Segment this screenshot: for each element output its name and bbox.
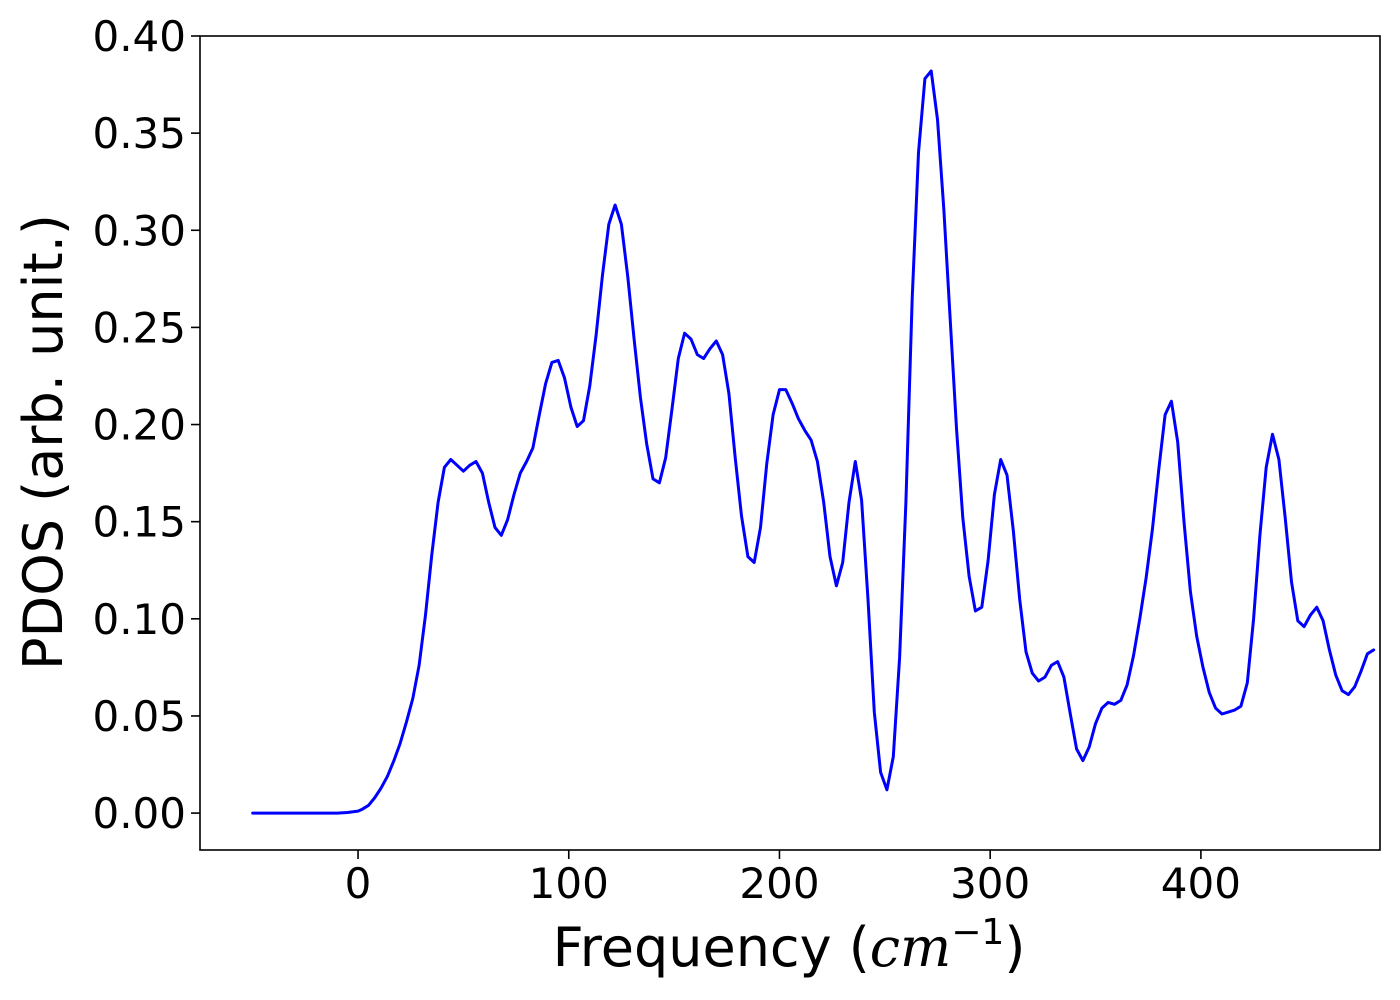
x-axis-label-prefix: Frequency ( bbox=[553, 916, 870, 979]
y-tick-label: 0.30 bbox=[92, 206, 186, 255]
y-axis-label: PDOS (arb. unit.) bbox=[12, 214, 75, 670]
x-axis-label-exponent: −1 bbox=[951, 912, 1004, 953]
y-tick-label: 0.40 bbox=[92, 12, 186, 61]
y-tick-label: 0.05 bbox=[92, 692, 186, 741]
pdos-series-line bbox=[251, 69, 1376, 815]
plot-area-frame bbox=[199, 35, 1381, 851]
x-tick-label: 300 bbox=[950, 859, 1030, 908]
x-axis-ticks: 0 100 200 300 400 bbox=[345, 850, 1241, 908]
x-axis-label-unit: cm bbox=[870, 916, 951, 979]
x-axis-label: Frequency (cm−1) bbox=[553, 912, 1026, 979]
y-axis-ticks: 0.00 0.05 0.10 0.15 0.20 0.25 0.30 0.35 0.40 bbox=[92, 12, 200, 838]
y-tick-label: 0.15 bbox=[92, 498, 186, 547]
y-tick-label: 0.25 bbox=[92, 303, 186, 352]
x-tick-label: 400 bbox=[1161, 859, 1241, 908]
x-axis-label-suffix: ) bbox=[1004, 916, 1025, 979]
y-tick-label: 0.00 bbox=[92, 789, 186, 838]
y-tick-label: 0.35 bbox=[92, 109, 186, 158]
y-tick-label: 0.20 bbox=[92, 401, 186, 450]
x-tick-label: 100 bbox=[529, 859, 609, 908]
y-tick-label: 0.10 bbox=[92, 595, 186, 644]
x-tick-label: 0 bbox=[345, 859, 372, 908]
x-tick-label: 200 bbox=[739, 859, 819, 908]
